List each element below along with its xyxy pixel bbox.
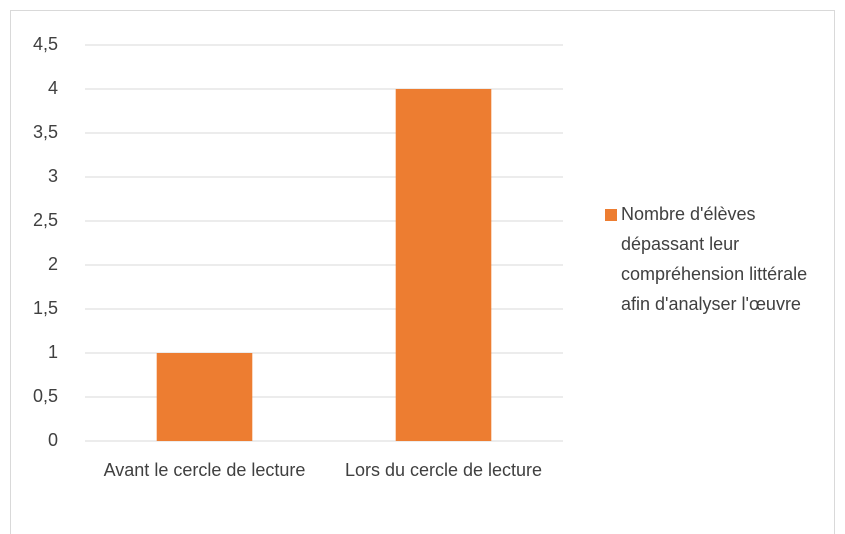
y-tick-label: 2,5 — [33, 210, 58, 230]
y-tick-label: 3 — [48, 166, 58, 186]
y-tick-label: 0,5 — [33, 386, 58, 406]
y-tick-label: 4,5 — [33, 34, 58, 54]
legend-label: Nombre d'élèves dépassant leur compréhen… — [621, 204, 808, 314]
y-tick-label: 1,5 — [33, 298, 58, 318]
x-tick-label: Avant le cercle de lecture — [103, 460, 306, 480]
x-tick-label: Lors du cercle de lecture — [344, 460, 543, 480]
y-tick-label: 1 — [48, 342, 58, 362]
bar — [395, 89, 492, 441]
y-tick-label: 3,5 — [33, 122, 58, 142]
legend-swatch — [605, 209, 617, 221]
chart-border — [10, 10, 835, 534]
y-tick-label: 4 — [48, 78, 58, 98]
y-tick-label: 0 — [48, 430, 58, 450]
bar — [156, 353, 253, 441]
y-tick-label: 2 — [48, 254, 58, 274]
